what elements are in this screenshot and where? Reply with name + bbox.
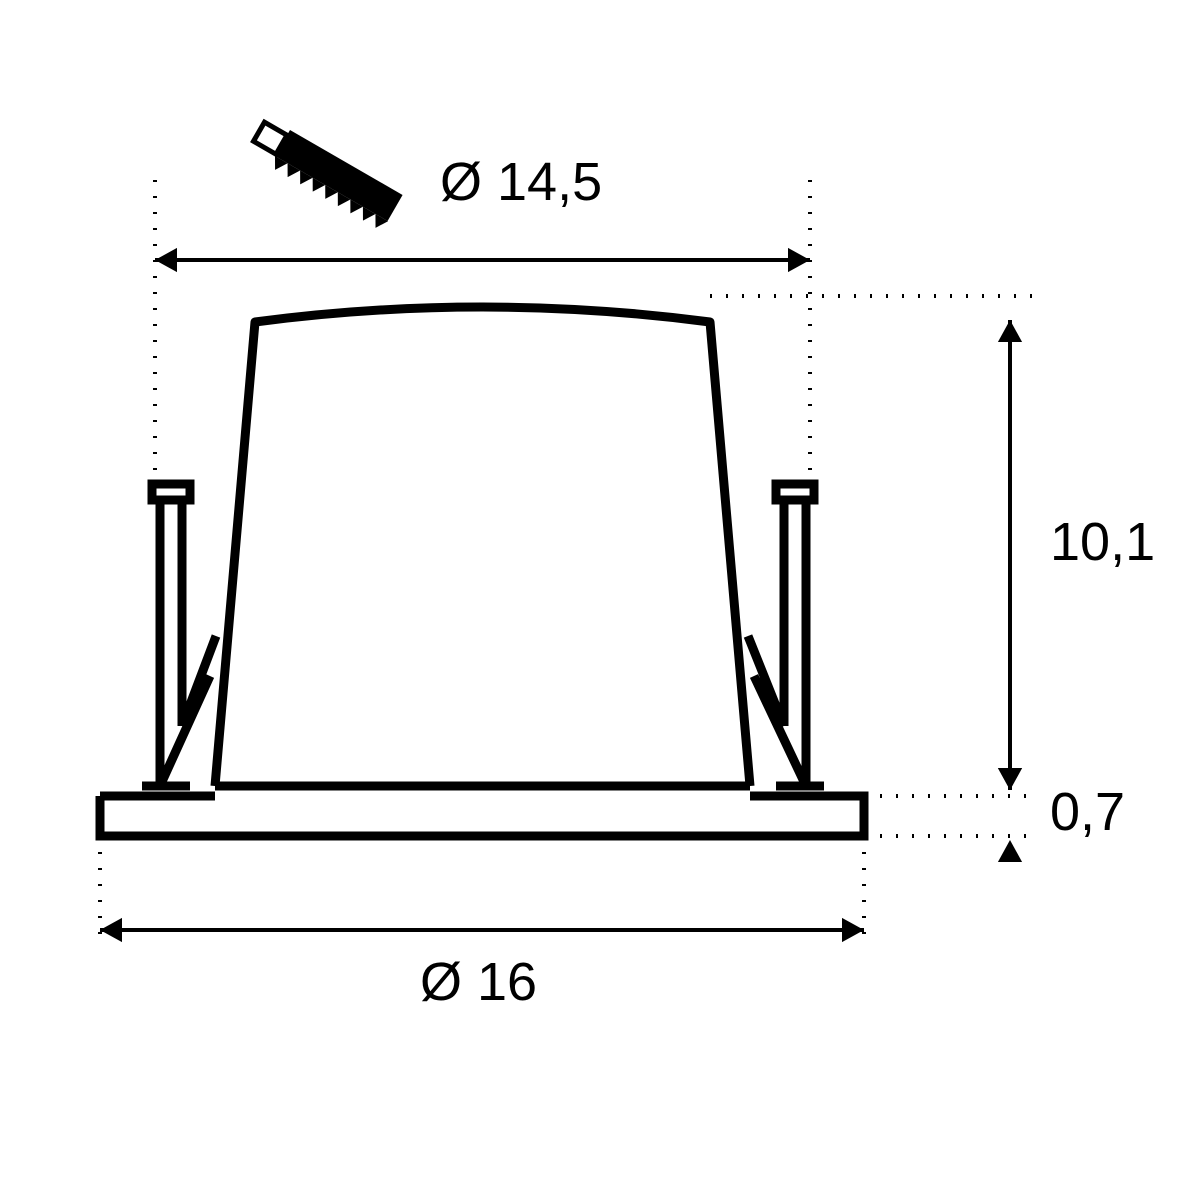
saw-icon	[246, 117, 403, 232]
clip-spring	[748, 636, 806, 786]
dim-bezel-label: 0,7	[1050, 782, 1125, 842]
clip-spring	[160, 636, 216, 786]
dim-height-label: 10,1	[1050, 512, 1155, 572]
dim-overall-label: Ø 16	[420, 952, 537, 1012]
flange	[100, 796, 864, 836]
fixture-body	[215, 307, 750, 786]
dim-cutout-label: Ø 14,5	[440, 152, 602, 212]
